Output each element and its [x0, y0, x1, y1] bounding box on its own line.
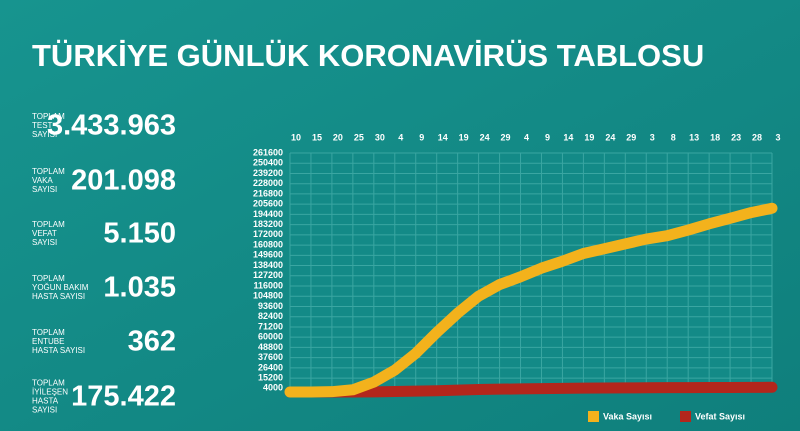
x-tick-label: 8	[671, 132, 676, 142]
stat-label: TOPLAM	[32, 328, 65, 337]
legend-swatch	[588, 411, 599, 422]
stat-value: 5.150	[103, 218, 176, 250]
x-tick-label: 19	[459, 132, 469, 142]
y-tick-label: 216800	[253, 188, 283, 198]
stat-value: 362	[128, 326, 176, 358]
y-tick-label: 37600	[258, 352, 283, 362]
stat-label: SAYISI	[32, 130, 57, 139]
y-tick-label: 104800	[253, 291, 283, 301]
y-tick-label: 205600	[253, 199, 283, 209]
x-tick-label: 30	[375, 132, 385, 142]
stat-label: TOPLAM	[32, 274, 65, 283]
y-tick-label: 228000	[253, 178, 283, 188]
x-tick-label: 18	[710, 132, 720, 142]
y-tick-label: 160800	[253, 239, 283, 249]
x-tick-label: 4	[398, 132, 403, 142]
x-tick-label: 29	[501, 132, 511, 142]
stat-label: HASTA SAYISI	[32, 346, 85, 355]
stat-label: SAYISI	[32, 406, 57, 415]
stat-label: SAYISI	[32, 185, 57, 194]
stat-label: TOPLAM	[32, 220, 65, 229]
stat-value: 201.098	[71, 165, 176, 197]
x-tick-label: 10	[291, 132, 301, 142]
y-tick-label: 71200	[258, 321, 283, 331]
x-tick-label: 15	[312, 132, 322, 142]
y-tick-label: 60000	[258, 332, 283, 342]
legend-label: Vefat Sayısı	[695, 411, 745, 421]
stat-label: İYİLEŞEN	[32, 388, 68, 397]
stat-label: VEFAT	[32, 229, 57, 238]
stat-value: 3.433.963	[47, 110, 176, 142]
stat-label: HASTA	[32, 397, 59, 406]
y-tick-label: 48800	[258, 342, 283, 352]
x-tick-label: 14	[563, 132, 573, 142]
x-tick-label: 23	[731, 132, 741, 142]
y-tick-label: 15200	[258, 372, 283, 382]
legend-label: Vaka Sayısı	[603, 411, 652, 421]
x-tick-label: 9	[419, 132, 424, 142]
stat-label: TEST	[32, 121, 53, 130]
y-tick-label: 239200	[253, 168, 283, 178]
y-tick-label: 194400	[253, 209, 283, 219]
y-tick-label: 250400	[253, 158, 283, 168]
y-tick-label: 138400	[253, 260, 283, 270]
stat-label: TOPLAM	[32, 112, 65, 121]
y-tick-label: 116000	[253, 280, 283, 290]
stat-label: TOPLAM	[32, 379, 65, 388]
x-tick-label: 9	[545, 132, 550, 142]
x-tick-label: 13	[689, 132, 699, 142]
series-line	[284, 381, 778, 398]
x-tick-label: 24	[480, 132, 490, 142]
stat-label: HASTA SAYISI	[32, 292, 85, 301]
series-line	[284, 202, 778, 398]
x-tick-label: 3	[650, 132, 655, 142]
y-tick-label: 82400	[258, 311, 283, 321]
stat-label: YOĞUN BAKIM	[32, 283, 89, 292]
chart-title: TÜRKİYE GÜNLÜK KORONAVİRÜS TABLOSU	[32, 38, 704, 73]
y-tick-label: 149600	[253, 250, 283, 260]
stat-label: TOPLAM	[32, 167, 65, 176]
stat-label: VAKA	[32, 176, 53, 185]
stat-value: 175.422	[71, 381, 176, 413]
y-tick-label: 183200	[253, 219, 283, 229]
x-tick-label: 4	[524, 132, 529, 142]
legend-swatch	[680, 411, 691, 422]
x-tick-label: 28	[752, 132, 762, 142]
y-tick-label: 93600	[258, 301, 283, 311]
y-tick-label: 261600	[253, 147, 283, 157]
stat-label: SAYISI	[32, 238, 57, 247]
y-tick-label: 4000	[263, 383, 283, 393]
y-tick-label: 127200	[253, 270, 283, 280]
x-tick-label: 24	[605, 132, 615, 142]
x-tick-label: 29	[626, 132, 636, 142]
stat-label: ENTUBE	[32, 337, 64, 346]
x-tick-label: 19	[584, 132, 594, 142]
x-tick-label: 14	[438, 132, 448, 142]
x-tick-label: 25	[354, 132, 364, 142]
x-tick-label: 3	[775, 132, 780, 142]
stat-value: 1.035	[103, 272, 176, 304]
x-tick-label: 20	[333, 132, 343, 142]
y-tick-label: 172000	[253, 229, 283, 239]
y-tick-label: 26400	[258, 362, 283, 372]
